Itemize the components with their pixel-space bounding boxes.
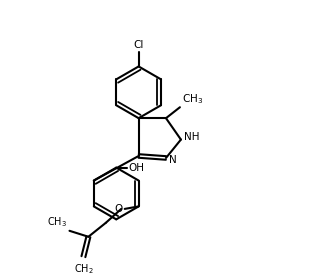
Text: CH$_3$: CH$_3$ bbox=[182, 92, 203, 106]
Text: N: N bbox=[169, 155, 177, 165]
Text: NH: NH bbox=[184, 132, 200, 141]
Text: CH$_2$: CH$_2$ bbox=[74, 263, 93, 276]
Text: O: O bbox=[114, 204, 123, 214]
Text: CH$_3$: CH$_3$ bbox=[47, 215, 67, 229]
Text: Cl: Cl bbox=[133, 40, 144, 50]
Text: OH: OH bbox=[129, 163, 145, 173]
